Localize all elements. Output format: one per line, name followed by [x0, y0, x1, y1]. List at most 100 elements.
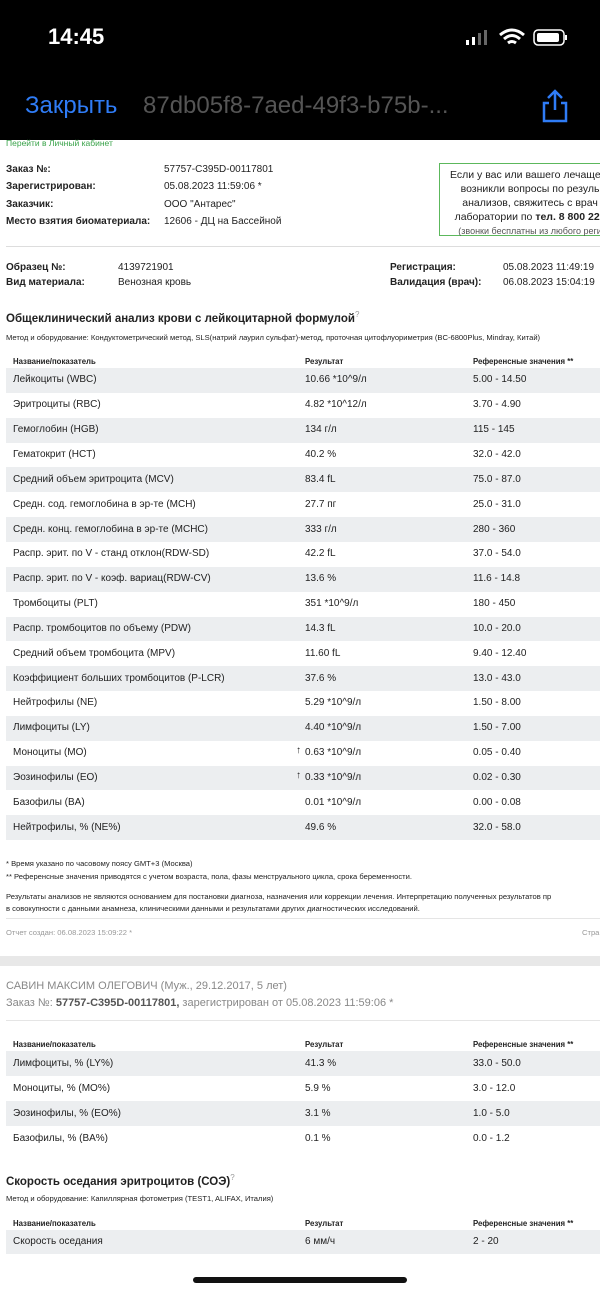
table-row: Нейтрофилы, % (NE%) 49.6 % 32.0 - 58.0: [6, 815, 600, 841]
table-row: Моноциты (MO) 0.63 *10^9/л 0.05 - 0.40 ↑: [6, 741, 600, 766]
notice-box: Если у вас или вашего лечащего возникли …: [439, 163, 600, 236]
table-row: Нейтрофилы (NE) 5.29 *10^9/л 1.50 - 8.00: [6, 691, 600, 716]
table-row: Средн. конц. гемоглобина в эр-те (MCHC) 3…: [6, 517, 600, 542]
row-name: Коэффициент больших тромбоцитов (P-LCR): [13, 672, 225, 684]
row-name: Базофилы, % (BA%): [13, 1132, 108, 1144]
row-result: 83.4 fL: [305, 473, 336, 485]
table-row: Тромбоциты (PLT) 351 *10^9/л 180 - 450: [6, 592, 600, 617]
column-header: Название/показатель: [13, 1219, 96, 1228]
row-name: Нейтрофилы, % (NE%): [13, 821, 121, 833]
row-name: Лимфоциты (LY): [13, 722, 90, 734]
row-result: 5.29 *10^9/л: [305, 697, 362, 709]
field-label: Валидация (врач):: [390, 276, 482, 288]
column-header: Референсные значения **: [473, 1219, 574, 1228]
home-indicator: [193, 1277, 407, 1283]
row-result: 0.63 *10^9/л: [305, 747, 362, 759]
field-value: 06.08.2023 15:04:19: [503, 276, 595, 288]
phone: тел. 8 800 222: [535, 211, 600, 223]
row-name: Распр. эрит. по V - станд отклон(RDW-SD): [13, 548, 210, 560]
help[interactable]: ?: [230, 1173, 235, 1182]
notice-line: лаборатории по: [454, 211, 536, 223]
patient-order: Заказ №: 57757-C395D-00117801, зарегистр…: [6, 997, 393, 1009]
row-result: 3.1 %: [305, 1107, 331, 1119]
disclaimer: Результаты анализов не являются основани…: [6, 892, 552, 901]
help[interactable]: ?: [354, 310, 360, 319]
order-no: 57757-C395D-00117801,: [55, 997, 180, 1009]
row-result: 0.33 *10^9/л: [305, 772, 362, 784]
footnote: * Время указано по часовому поясу GMT+3 …: [6, 859, 193, 868]
flag: ↑: [296, 745, 301, 757]
row-name: Эозинофилы (EO): [13, 772, 98, 784]
field-label: Регистрация:: [390, 262, 456, 273]
field-value: 57757-C395D-00117801: [164, 164, 274, 175]
table-row: Эозинофилы (EO) 0.33 *10^9/л 0.02 - 0.30 ↑: [6, 765, 600, 791]
column-header: Результат: [305, 1219, 344, 1228]
notice-line: анализов, свяжитесь с врач: [462, 197, 598, 209]
flag: ↑: [296, 770, 301, 782]
time: 14:45: [48, 24, 105, 49]
row-reference: 2 - 20: [473, 1236, 499, 1247]
row-name: Лейкоциты (WBC): [13, 374, 97, 386]
table-row: Гематокрит (HCT) 40.2 % 32.0 - 42.0: [6, 443, 600, 468]
table-row: Моноциты, % (MO%) 5.9 % 3.0 - 12.0: [6, 1076, 600, 1101]
row-result: 49.6 %: [305, 821, 337, 833]
row-result: 13.6 %: [305, 573, 337, 585]
row-result: 14.3 fL: [305, 622, 336, 634]
cabinet-link[interactable]: Перейти в Личный кабинет: [6, 138, 113, 148]
row-name: Моноциты (MO): [13, 747, 87, 759]
row-name: Эритроциты (RBC): [13, 399, 101, 411]
row-name: Средний объем тромбоцита (MPV): [13, 647, 176, 659]
column-header: Референсные значения **: [473, 357, 574, 366]
row-name: Моноциты, % (MO%): [13, 1082, 111, 1094]
field-value: ООО "Антарес": [164, 198, 236, 210]
row-result: 27.7 пг: [305, 498, 337, 510]
section-title: Общеклинический анализ крови с лейкоцита…: [6, 310, 359, 325]
row-result: 134 г/л: [305, 424, 337, 436]
row-reference: 0.02 - 0.30: [473, 772, 521, 784]
row-reference: 37.0 - 54.0: [473, 548, 521, 560]
row-result: 40.2 %: [305, 448, 337, 460]
table-row: Распр. эрит. по V - станд отклон(RDW-SD)…: [6, 542, 600, 567]
row-name: Базофилы (BA): [13, 796, 85, 808]
column-header: Результат: [305, 1040, 344, 1049]
row-result: 4.82 *10^12/л: [305, 399, 367, 411]
row-reference: 25.0 - 31.0: [473, 498, 521, 510]
share-button[interactable]: [540, 88, 570, 124]
table-row: Средн. сод. гемоглобина в эр-те (MCH) 27.…: [6, 492, 600, 517]
row-name: Гематокрит (HCT): [13, 448, 96, 460]
field-label: Образец №:: [6, 262, 66, 273]
row-reference: 1.50 - 8.00: [473, 697, 521, 709]
row-result: 10.66 *10^9/л: [305, 374, 367, 386]
table-row: Лимфоциты (LY) 4.40 *10^9/л 1.50 - 7.00: [6, 715, 600, 741]
divider: [6, 1020, 600, 1021]
row-name: Тромбоциты (PLT): [13, 598, 98, 610]
column-header: Название/показатель: [13, 1040, 96, 1049]
text: зарегистрирован от 05.08.2023 11:59:06 *: [179, 997, 394, 1009]
patient-name: САВИН МАКСИМ ОЛЕГОВИЧ (Муж., 29.12.2017,…: [6, 980, 287, 992]
row-reference: 13.0 - 43.0: [473, 672, 521, 684]
close-button[interactable]: Закрыть: [25, 92, 118, 119]
status-icons: [466, 28, 567, 46]
row-result: 351 *10^9/л: [305, 598, 359, 610]
row-reference: 1.50 - 7.00: [473, 722, 521, 734]
row-reference: 3.0 - 12.0: [473, 1082, 516, 1094]
field-value: 12606 - ДЦ на Бассейной: [164, 215, 282, 227]
disclaimer: в совокупности с данными анамнеза, клини…: [6, 904, 420, 913]
divider: [6, 918, 600, 919]
table-row: Распр. тромбоцитов по объему (PDW) 14.3 f…: [6, 616, 600, 642]
row-result: 37.6 %: [305, 672, 337, 684]
table-row: Лимфоциты, % (LY%) 41.3 % 33.0 - 50.0: [6, 1051, 600, 1076]
row-name: Гемоглобин (HGB): [13, 424, 99, 436]
nav-title: 87db05f8-7aed-49f3-b75b-...: [143, 92, 449, 119]
row-result: 6 мм/ч: [305, 1236, 336, 1247]
field-value: Венозная кровь: [118, 276, 192, 288]
notice-line: Если у вас или вашего лечащего: [450, 169, 600, 181]
title: Общеклинический анализ крови с лейкоцита…: [6, 312, 355, 325]
notice-line: возникли вопросы по резуль: [460, 183, 600, 195]
row-result: 0.1 %: [305, 1132, 331, 1144]
row-reference: 75.0 - 87.0: [473, 473, 521, 485]
row-reference: 33.0 - 50.0: [473, 1057, 521, 1069]
table-row: Эозинофилы, % (EO%) 3.1 % 1.0 - 5.0: [6, 1101, 600, 1126]
row-result: 0.01 *10^9/л: [305, 796, 362, 808]
